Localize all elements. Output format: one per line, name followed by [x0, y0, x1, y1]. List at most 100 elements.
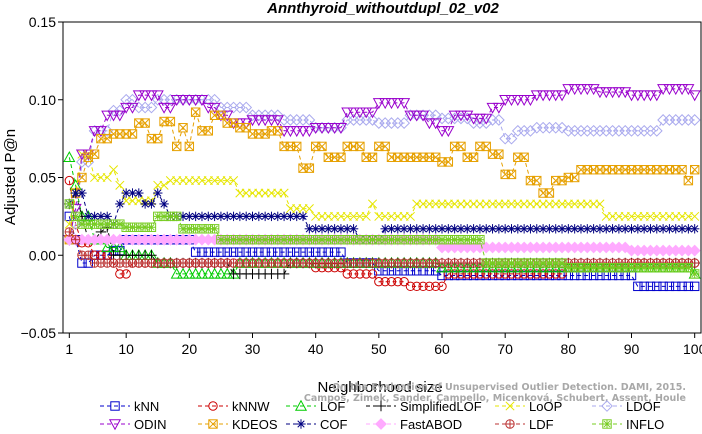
data-point — [650, 90, 663, 102]
data-point — [544, 199, 554, 209]
data-point — [178, 176, 188, 186]
data-point — [448, 261, 461, 273]
data-point — [310, 224, 321, 234]
data-point — [595, 199, 605, 209]
series-line — [68, 180, 695, 287]
data-point — [412, 281, 422, 292]
data-point — [595, 262, 605, 273]
data-point — [96, 219, 106, 229]
data-point — [481, 141, 491, 152]
data-point — [538, 188, 548, 198]
data-point — [190, 211, 201, 222]
data-point — [619, 87, 632, 99]
data-point — [671, 211, 681, 221]
data-point — [689, 224, 700, 234]
data-point — [303, 126, 316, 138]
data-point — [375, 418, 387, 430]
data-point — [247, 247, 258, 257]
data-point — [576, 199, 586, 209]
data-point — [574, 84, 588, 96]
data-point — [424, 281, 435, 292]
legend-label: INFLO — [626, 417, 664, 432]
data-point — [412, 152, 422, 162]
data-point — [89, 149, 100, 159]
data-point — [241, 211, 251, 222]
data-point — [203, 126, 213, 136]
data-point — [519, 152, 529, 162]
data-point — [197, 126, 207, 136]
data-point — [563, 172, 574, 183]
data-point — [644, 90, 657, 102]
data-point — [639, 281, 649, 292]
data-point — [677, 281, 687, 292]
data-point — [494, 149, 504, 159]
data-point — [462, 152, 472, 162]
data-point — [151, 90, 164, 102]
data-point — [254, 211, 264, 222]
data-point — [449, 269, 460, 279]
data-point — [132, 90, 145, 102]
data-point — [328, 123, 341, 134]
data-point — [216, 211, 226, 222]
data-point — [107, 110, 120, 122]
data-point — [576, 165, 586, 175]
data-point — [664, 211, 674, 221]
data-point — [322, 123, 335, 134]
y-tick-label: 0.15 — [29, 14, 56, 30]
data-point — [487, 224, 498, 234]
data-point — [601, 400, 613, 412]
data-point — [235, 188, 245, 198]
data-point — [437, 157, 447, 167]
data-point — [608, 211, 618, 221]
data-point — [626, 211, 637, 221]
data-point — [601, 224, 611, 234]
data-point — [153, 188, 163, 198]
x-tick-label: 50 — [371, 341, 387, 357]
data-point — [203, 247, 213, 257]
data-point — [443, 269, 454, 279]
data-point — [500, 169, 510, 180]
data-point — [70, 188, 81, 198]
data-point — [437, 281, 447, 292]
data-point — [153, 180, 163, 190]
data-point — [669, 84, 682, 96]
series-line — [68, 153, 695, 225]
data-point — [273, 247, 283, 257]
data-point — [405, 281, 416, 292]
data-point — [113, 110, 126, 122]
data-point — [209, 224, 220, 234]
data-point — [544, 188, 555, 198]
data-point — [589, 199, 599, 209]
data-point — [386, 211, 397, 221]
data-point — [410, 110, 423, 122]
data-point — [449, 141, 460, 152]
data-point — [310, 247, 321, 257]
data-point — [64, 175, 75, 186]
series-inflo — [64, 199, 700, 279]
data-point — [229, 176, 239, 186]
data-point — [203, 176, 213, 186]
legend-label: LoOP — [529, 399, 562, 414]
data-point — [323, 152, 334, 162]
data-point — [292, 204, 302, 214]
data-point — [355, 269, 365, 279]
data-point — [159, 116, 169, 127]
data-point — [487, 149, 498, 159]
data-point — [499, 95, 512, 106]
data-point — [462, 224, 472, 234]
x-tick-label: 30 — [245, 341, 261, 357]
series-odin — [63, 84, 701, 246]
data-point — [513, 269, 523, 279]
data-point — [159, 211, 169, 222]
data-point — [429, 109, 442, 122]
data-point — [70, 211, 81, 222]
watermark-line-1: On the Evaluation of Unsupervised Outlie… — [332, 382, 686, 393]
data-point — [278, 268, 290, 280]
data-point — [506, 199, 517, 209]
data-point — [266, 247, 277, 257]
data-point — [588, 165, 599, 175]
data-point — [279, 247, 289, 257]
legend-entry: SimplifiedLOF — [366, 399, 482, 414]
data-point — [461, 261, 474, 273]
